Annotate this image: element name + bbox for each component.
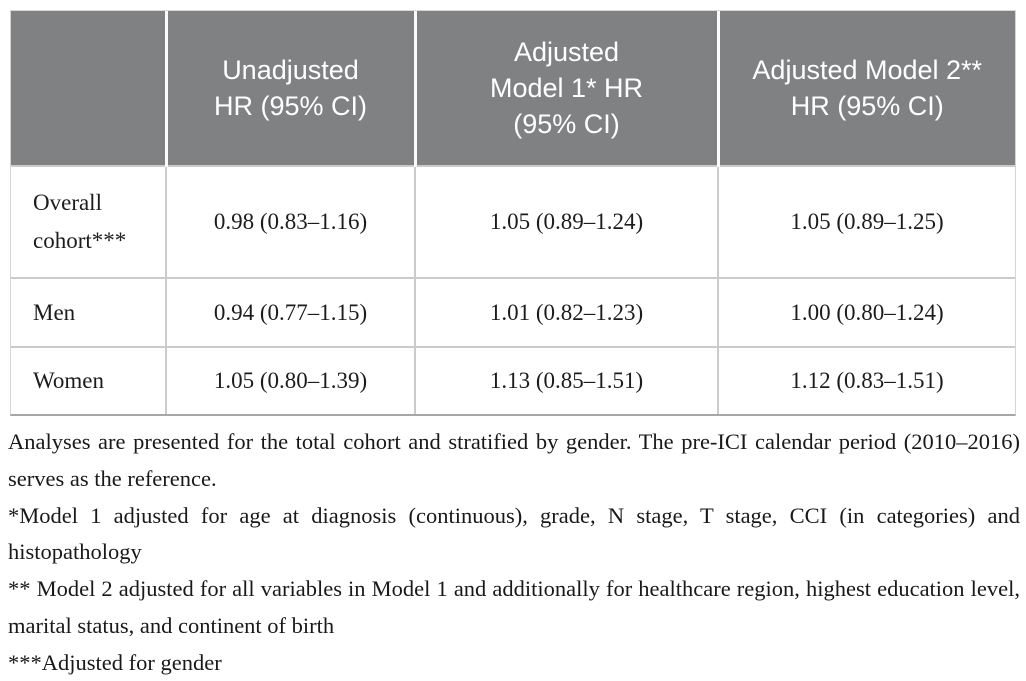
table-row-overall-cohort: Overall cohort*** 0.98 (0.83–1.16) 1.05 …: [11, 165, 1015, 278]
hr-value-cell: 1.01 (0.82–1.23): [414, 277, 718, 347]
footnote-analyses: Analyses are presented for the total coh…: [8, 429, 1020, 491]
hazard-ratio-table: Unadjusted HR (95% CI) Adjusted Model 1*…: [11, 11, 1015, 414]
col-header-adjusted-model1-label: Adjusted Model 1* HR (95% CI): [489, 37, 644, 139]
table-row-men: Men 0.94 (0.77–1.15) 1.01 (0.82–1.23) 1.…: [11, 277, 1015, 347]
col-header-adjusted-model2-label: Adjusted Model 2** HR (95% CI): [752, 55, 983, 121]
hr-value-cell: 1.13 (0.85–1.51): [414, 346, 718, 414]
hr-value-cell: 1.05 (0.89–1.24): [414, 165, 718, 278]
hr-value-cell: 1.05 (0.89–1.25): [717, 165, 1015, 278]
table-row-women: Women 1.05 (0.80–1.39) 1.13 (0.85–1.51) …: [11, 346, 1015, 414]
col-header-unadjusted: Unadjusted HR (95% CI): [164, 11, 415, 167]
header-row: Unadjusted HR (95% CI) Adjusted Model 1*…: [11, 11, 1015, 167]
col-header-adjusted-model1: Adjusted Model 1* HR (95% CI): [413, 11, 718, 167]
row-label-men: Men: [11, 277, 166, 347]
col-header-empty: [11, 11, 166, 167]
hr-value-cell: 0.94 (0.77–1.15): [165, 277, 415, 347]
col-header-adjusted-model2: Adjusted Model 2** HR (95% CI): [716, 11, 1015, 167]
footnote-gender: ***Adjusted for gender: [8, 649, 222, 675]
table-footnotes: Analyses are presented for the total coh…: [8, 424, 1020, 681]
hr-value-cell: 1.12 (0.83–1.51): [717, 346, 1015, 414]
row-label-overall-cohort: Overall cohort***: [11, 165, 166, 278]
hazard-ratio-table-container: Unadjusted HR (95% CI) Adjusted Model 1*…: [10, 10, 1016, 416]
footnote-model2: ** Model 2 adjusted for all variables in…: [8, 576, 1020, 638]
row-label-women: Women: [11, 346, 166, 414]
hr-value-cell: 1.00 (0.80–1.24): [717, 277, 1015, 347]
col-header-unadjusted-label: Unadjusted HR (95% CI): [213, 55, 368, 121]
footnote-model1: *Model 1 adjusted for age at diagnosis (…: [8, 502, 1020, 565]
hr-value-cell: 1.05 (0.80–1.39): [165, 346, 415, 414]
hr-value-cell: 0.98 (0.83–1.16): [165, 165, 415, 278]
